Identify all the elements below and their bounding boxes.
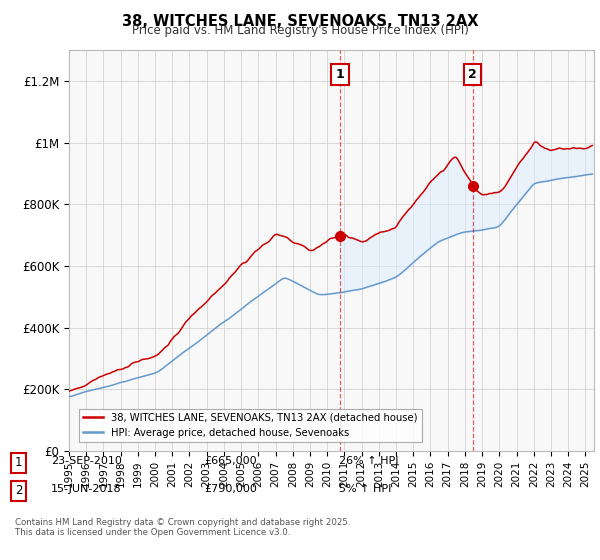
- Text: Contains HM Land Registry data © Crown copyright and database right 2025.
This d: Contains HM Land Registry data © Crown c…: [15, 518, 350, 538]
- Text: 1: 1: [335, 68, 344, 81]
- Text: 38, WITCHES LANE, SEVENOAKS, TN13 2AX: 38, WITCHES LANE, SEVENOAKS, TN13 2AX: [122, 14, 478, 29]
- Text: 2: 2: [468, 68, 477, 81]
- Text: Price paid vs. HM Land Registry's House Price Index (HPI): Price paid vs. HM Land Registry's House …: [131, 24, 469, 36]
- Text: 2: 2: [15, 484, 23, 497]
- Text: 1: 1: [15, 456, 23, 469]
- Legend: 38, WITCHES LANE, SEVENOAKS, TN13 2AX (detached house), HPI: Average price, deta: 38, WITCHES LANE, SEVENOAKS, TN13 2AX (d…: [79, 409, 422, 442]
- Text: 23-SEP-2010: 23-SEP-2010: [51, 456, 122, 466]
- Text: £665,000: £665,000: [204, 456, 257, 466]
- Text: £790,000: £790,000: [204, 484, 257, 494]
- Text: 15-JUN-2018: 15-JUN-2018: [51, 484, 122, 494]
- Text: 5% ↑ HPI: 5% ↑ HPI: [339, 484, 391, 494]
- Text: 26% ↑ HPI: 26% ↑ HPI: [339, 456, 398, 466]
